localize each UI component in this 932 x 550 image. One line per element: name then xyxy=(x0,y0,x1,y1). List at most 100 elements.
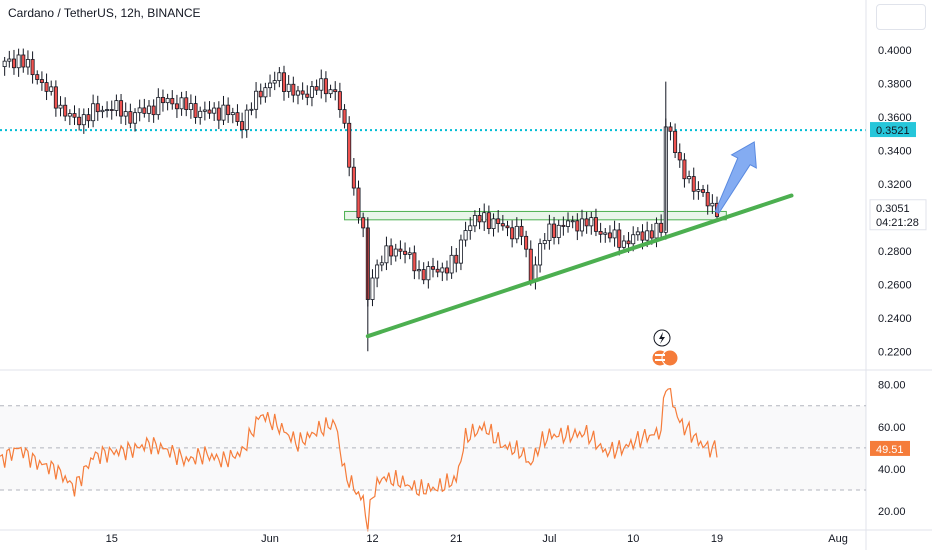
candle-body xyxy=(379,262,384,266)
candle-body xyxy=(230,112,235,116)
candle-body xyxy=(426,266,431,281)
candle-body xyxy=(58,104,63,109)
candle-body xyxy=(403,250,408,255)
candle-body xyxy=(351,166,356,189)
candle-body xyxy=(570,220,575,223)
candle-body xyxy=(328,89,333,95)
price-axis-tick: 0.3800 xyxy=(878,78,912,90)
candle-body xyxy=(514,225,519,240)
flag-stripe xyxy=(655,359,665,361)
candle-body xyxy=(11,58,16,69)
candle-body xyxy=(589,217,594,227)
candle-body xyxy=(151,105,156,116)
candle-body xyxy=(477,215,482,223)
candle-body xyxy=(81,114,86,126)
candle-body xyxy=(519,225,524,237)
candle-body xyxy=(133,112,138,124)
candle-body xyxy=(375,264,380,279)
earnings-icon-2[interactable] xyxy=(661,349,679,367)
chart-settings-button[interactable] xyxy=(876,4,926,30)
bar-countdown-text: 04:21:28 xyxy=(876,217,919,229)
candle-body xyxy=(235,112,240,122)
candle-body xyxy=(156,96,161,116)
candle-body xyxy=(63,104,68,117)
candle-body xyxy=(67,113,72,117)
flag-stripe xyxy=(655,354,665,356)
price-axis-tick: 0.3600 xyxy=(878,112,912,124)
rsi-axis-tick: 60.00 xyxy=(878,422,906,434)
candle-body xyxy=(561,224,566,227)
candle-body xyxy=(7,58,12,62)
candle-body xyxy=(398,248,403,252)
candle-body xyxy=(193,103,198,118)
candle-body xyxy=(119,100,124,117)
rsi-axis-tick: 40.00 xyxy=(878,464,906,476)
time-axis-tick: Jul xyxy=(542,533,556,545)
candle-body xyxy=(174,103,179,110)
candle-body xyxy=(486,212,491,230)
candle-body xyxy=(593,217,598,232)
candle-body xyxy=(603,232,608,235)
price-axis-tick: 0.2200 xyxy=(878,346,912,358)
candle-body xyxy=(500,223,505,227)
candle-body xyxy=(705,192,710,207)
candle-body xyxy=(77,116,82,126)
current-price-tag xyxy=(869,199,927,231)
candle-body xyxy=(16,54,21,69)
price-axis-tick: 0.4000 xyxy=(878,45,912,57)
candle-body xyxy=(696,189,701,192)
candle-body xyxy=(249,108,254,111)
candle-body xyxy=(458,239,463,264)
candle-body xyxy=(389,245,394,257)
candle-body xyxy=(170,98,175,105)
candle-body xyxy=(72,113,77,118)
candle-body xyxy=(109,109,114,111)
candle-body xyxy=(496,218,501,225)
candle-body xyxy=(105,109,110,111)
candle-body xyxy=(207,109,212,114)
candle-body xyxy=(319,78,324,91)
candle-body xyxy=(454,254,459,264)
candle-body xyxy=(240,121,245,131)
candle-body xyxy=(556,224,561,238)
time-axis-tick: Aug xyxy=(828,533,848,545)
candle-body xyxy=(598,230,603,235)
candle-body xyxy=(701,189,706,193)
candle-body xyxy=(538,243,543,266)
candle-body xyxy=(356,187,361,219)
candle-body xyxy=(142,107,147,114)
candle-body xyxy=(282,72,287,92)
candle-body xyxy=(393,248,398,257)
candle-body xyxy=(272,80,277,84)
support-trendline[interactable] xyxy=(365,193,794,339)
current-price-text: 0.3051 xyxy=(876,203,910,215)
candle-body xyxy=(44,82,49,92)
candle-body xyxy=(468,225,473,231)
candle-body xyxy=(384,245,389,264)
price-axis-tick: 0.3200 xyxy=(878,179,912,191)
candle-body xyxy=(314,86,319,91)
candle-body xyxy=(268,82,273,89)
candle-body xyxy=(654,222,659,239)
candle-body xyxy=(114,100,119,111)
candle-body xyxy=(342,109,347,124)
candle-body xyxy=(337,91,342,111)
candle-body xyxy=(347,122,352,168)
candle-body xyxy=(547,223,552,241)
candle-body xyxy=(100,109,105,113)
candle-body xyxy=(2,60,7,68)
candle-body xyxy=(254,90,259,110)
level-price-tag xyxy=(870,122,916,138)
candle-body xyxy=(575,220,580,232)
candle-body xyxy=(216,107,221,121)
candle-body xyxy=(645,230,650,241)
lightning-glyph xyxy=(659,332,665,344)
candle-body xyxy=(407,252,412,255)
price-axis-tick: 0.2600 xyxy=(878,279,912,291)
candle-body xyxy=(631,234,636,245)
candle-body xyxy=(291,83,296,96)
projection-arrow[interactable] xyxy=(714,141,757,214)
candle-body xyxy=(179,97,184,110)
candle-body xyxy=(333,89,338,93)
